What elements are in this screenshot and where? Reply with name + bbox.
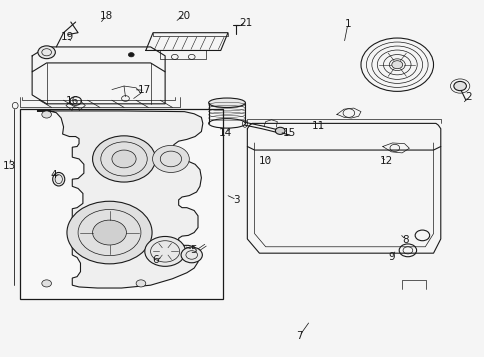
Text: 8: 8 (402, 235, 408, 245)
Text: 20: 20 (177, 11, 190, 21)
Circle shape (453, 81, 466, 91)
Text: 4: 4 (50, 170, 57, 180)
Circle shape (92, 220, 126, 245)
Text: 11: 11 (312, 121, 325, 131)
Text: 6: 6 (152, 255, 158, 265)
Text: 5: 5 (189, 245, 196, 255)
Text: 3: 3 (233, 195, 240, 205)
Polygon shape (37, 111, 202, 288)
Circle shape (152, 145, 189, 172)
Circle shape (42, 111, 51, 118)
Bar (20, 109, 223, 300)
Text: 1: 1 (344, 19, 350, 29)
Circle shape (92, 136, 155, 182)
Text: 2: 2 (465, 92, 471, 102)
Circle shape (136, 280, 146, 287)
Ellipse shape (208, 98, 245, 107)
Text: 17: 17 (138, 85, 151, 95)
Text: 16: 16 (65, 96, 79, 106)
Text: 12: 12 (379, 156, 393, 166)
Text: 10: 10 (258, 156, 272, 166)
Circle shape (42, 280, 51, 287)
Circle shape (112, 150, 136, 168)
Circle shape (145, 236, 185, 266)
Circle shape (181, 247, 202, 263)
Text: 21: 21 (239, 18, 253, 28)
Circle shape (275, 127, 285, 134)
Circle shape (128, 52, 134, 57)
Ellipse shape (53, 172, 65, 186)
Text: 18: 18 (99, 11, 112, 21)
Text: 14: 14 (218, 128, 232, 138)
Text: 9: 9 (387, 252, 394, 262)
Text: 15: 15 (283, 128, 296, 138)
Circle shape (391, 61, 402, 69)
Text: 13: 13 (3, 161, 16, 171)
Circle shape (67, 201, 152, 264)
Text: 19: 19 (60, 32, 74, 42)
Circle shape (38, 46, 55, 59)
Text: 7: 7 (296, 331, 302, 341)
